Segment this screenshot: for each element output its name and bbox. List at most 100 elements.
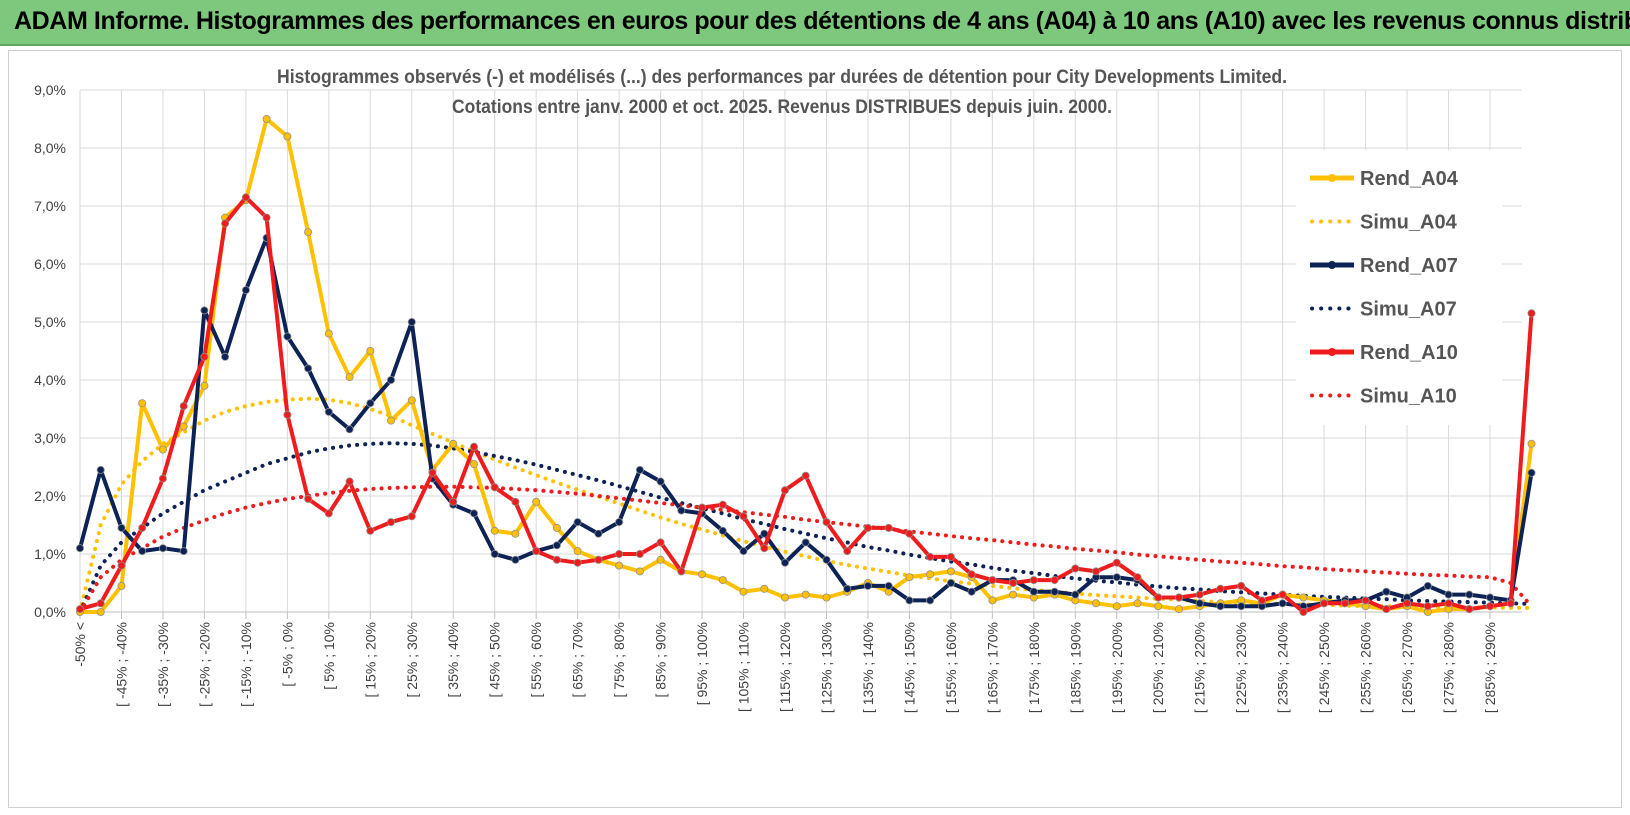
data-point-rend-a07	[967, 587, 976, 596]
data-point-rend-a04	[200, 381, 209, 390]
data-point-rend-a07	[345, 425, 354, 434]
legend-label-simu-a10: Simu_A10	[1360, 386, 1457, 408]
x-tick-label: [ 255% ; 260%	[1358, 622, 1374, 713]
data-point-rend-a07	[283, 332, 292, 341]
data-point-rend-a07	[573, 518, 582, 527]
data-point-rend-a07	[1050, 587, 1059, 596]
data-point-rend-a07	[656, 477, 665, 486]
legend-label-rend-a04: Rend_A04	[1360, 168, 1459, 190]
x-tick-label: [ 105% ; 110%	[736, 622, 752, 712]
data-point-rend-a07	[138, 547, 147, 556]
header-banner: ADAM Informe. Histogrammes des performan…	[0, 0, 1630, 46]
data-point-rend-a04	[1527, 439, 1536, 448]
data-point-rend-a04	[552, 523, 561, 532]
data-point-rend-a10	[324, 509, 333, 518]
data-point-rend-a07	[946, 579, 955, 588]
x-tick-label: [ 235% ; 240%	[1275, 622, 1291, 713]
data-point-rend-a04	[490, 526, 499, 535]
data-point-rend-a07	[843, 584, 852, 593]
data-point-rend-a04	[635, 567, 644, 576]
data-point-rend-a10	[822, 518, 831, 527]
legend: Rend_A04 Simu_A04 Rend_A07 Simu_A07 Rend_A10…	[1296, 150, 1502, 425]
series-line-simu-a04	[78, 396, 1534, 614]
data-point-rend-a10	[1092, 567, 1101, 576]
data-point-rend-a04	[1009, 590, 1018, 599]
data-point-rend-a10	[926, 552, 935, 561]
data-point-rend-a04	[262, 115, 271, 124]
data-point-rend-a07	[76, 544, 85, 553]
data-point-rend-a10	[407, 512, 416, 521]
data-point-rend-a07	[1029, 587, 1038, 596]
data-point-rend-a07	[221, 352, 230, 361]
data-point-rend-a07	[781, 558, 790, 567]
data-point-rend-a10	[698, 503, 707, 512]
data-point-rend-a04	[1154, 602, 1163, 611]
data-point-rend-a04	[1299, 593, 1308, 602]
data-point-rend-a04	[573, 547, 582, 556]
data-point-rend-a07	[490, 550, 499, 559]
y-tick-label: 9,0%	[34, 82, 66, 98]
data-point-rend-a10	[138, 523, 147, 532]
data-point-rend-a04	[96, 608, 105, 617]
y-tick-label: 1,0%	[34, 546, 66, 562]
data-point-rend-a07	[926, 596, 935, 605]
legend-box	[1296, 150, 1502, 425]
data-point-rend-a04	[801, 590, 810, 599]
data-point-rend-a10	[801, 471, 810, 480]
x-axis-ticks: -50% < [ -45% ; -40% [ -35% ; -30% [ -25% ;…	[72, 612, 1498, 713]
y-tick-label: 4,0%	[34, 372, 66, 388]
y-tick-label: 6,0%	[34, 256, 66, 272]
data-point-rend-a07	[1216, 602, 1225, 611]
data-point-rend-a10	[1444, 599, 1453, 608]
x-tick-label: [ 285% ; 290%	[1482, 622, 1498, 713]
data-point-rend-a07	[884, 581, 893, 590]
data-point-rend-a07	[407, 317, 416, 326]
data-point-rend-a10	[594, 555, 603, 564]
data-point-rend-a10	[1527, 309, 1536, 318]
data-point-rend-a10	[1216, 584, 1225, 593]
data-point-rend-a04	[449, 439, 458, 448]
grid	[79, 89, 1522, 613]
x-tick-label: [ 5% ; 10%	[321, 622, 337, 690]
data-point-rend-a07	[1112, 573, 1121, 582]
x-tick-label: [ 95% ; 100%	[694, 622, 710, 705]
x-tick-label: [ -35% ; -30%	[155, 622, 171, 707]
series-line-simu-a07	[78, 441, 1534, 614]
data-point-rend-a04	[1092, 599, 1101, 608]
data-point-rend-a10	[1071, 564, 1080, 573]
data-point-rend-a07	[1444, 590, 1453, 599]
data-point-rend-a10	[511, 497, 520, 506]
data-point-rend-a07	[386, 375, 395, 384]
data-point-rend-a10	[656, 538, 665, 547]
data-point-rend-a07	[1423, 581, 1432, 590]
data-point-rend-a10	[283, 410, 292, 419]
data-point-rend-a04	[304, 228, 313, 237]
data-point-rend-a10	[158, 474, 167, 483]
chart-subtitle: Cotations entre janv. 2000 et oct. 2025.…	[452, 97, 1112, 118]
data-point-rend-a10	[946, 552, 955, 561]
y-tick-label: 7,0%	[34, 198, 66, 214]
data-point-rend-a10	[988, 576, 997, 585]
x-tick-label: [ 85% ; 90%	[653, 622, 669, 698]
data-point-rend-a10	[1506, 599, 1515, 608]
x-tick-label: [ 125% ; 130%	[818, 622, 834, 713]
data-point-rend-a07	[677, 506, 686, 515]
data-point-rend-a07	[324, 407, 333, 416]
data-point-rend-a04	[822, 593, 831, 602]
y-tick-label: 5,0%	[34, 314, 66, 330]
legend-marker-rend-a07	[1328, 261, 1336, 269]
data-point-rend-a04	[345, 373, 354, 382]
x-tick-label: [ -5% ; 0%	[279, 622, 295, 687]
data-point-rend-a10	[76, 605, 85, 614]
data-point-rend-a04	[179, 422, 188, 431]
data-point-rend-a07	[552, 541, 561, 550]
data-point-rend-a04	[905, 573, 914, 582]
x-tick-label: [ 175% ; 180%	[1026, 622, 1042, 713]
data-point-rend-a10	[1423, 602, 1432, 611]
data-point-rend-a07	[511, 555, 520, 564]
x-tick-label: [ 275% ; 280%	[1441, 622, 1457, 713]
data-point-rend-a10	[386, 518, 395, 527]
data-point-rend-a10	[573, 558, 582, 567]
data-point-rend-a10	[760, 544, 769, 553]
